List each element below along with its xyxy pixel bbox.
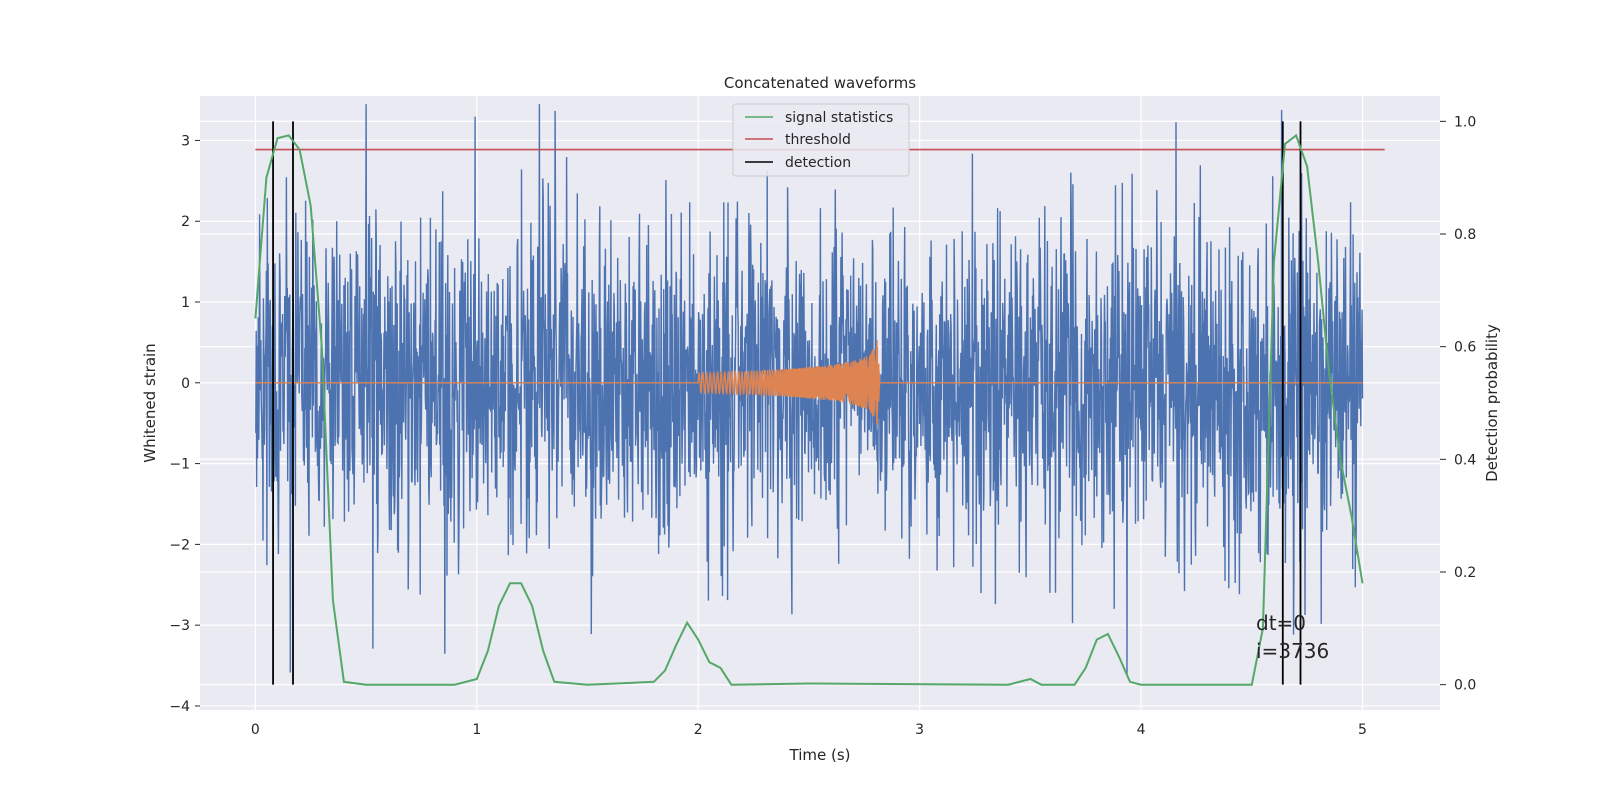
y-tick-label: 0: [181, 376, 190, 392]
y-tick-label: −1: [169, 457, 190, 473]
y-tick-label: 3: [181, 133, 190, 149]
y-right-tick-label: 0.4: [1454, 452, 1476, 468]
y-tick-label: −3: [169, 618, 190, 634]
x-tick-label: 1: [472, 722, 481, 738]
annotation-index: i=3736: [1256, 639, 1329, 663]
y-tick-label: −4: [169, 699, 190, 715]
y-tick-label: −2: [169, 537, 190, 553]
y-right-tick-label: 0.6: [1454, 340, 1476, 356]
y-right-tick-label: 0.8: [1454, 227, 1476, 243]
legend-label-detection: detection: [785, 155, 851, 171]
x-tick-label: 0: [251, 722, 260, 738]
legend-label-threshold: threshold: [785, 132, 851, 148]
legend-box: [732, 103, 910, 177]
y-right-tick-label: 0.0: [1454, 678, 1476, 694]
x-tick-label: 4: [1137, 722, 1146, 738]
legend: signal statistics threshold detection: [732, 103, 910, 177]
signal-statistics-line: [254, 133, 1364, 686]
y-right-tick-label: 0.2: [1454, 565, 1476, 581]
annotation-dt: dt=0: [1256, 611, 1306, 635]
y-right-tick-label: 1.0: [1454, 114, 1476, 130]
noise-line: [254, 104, 1364, 676]
x-tick-label: 2: [694, 722, 703, 738]
chart-title: Concatenated waveforms: [724, 74, 916, 92]
y-axis-label: Whitened strain: [141, 343, 159, 462]
waveform-series: [255, 339, 1363, 425]
y-axis-right-label: Detection probability: [1483, 324, 1501, 482]
y-tick-label: 2: [181, 214, 190, 230]
tick-labels: 0 1 2 3 4 5 −4 −3 −2 −1 0 1 2 3 0.0 0.2 0.4 0.6 0.8 1.0: [169, 114, 1476, 738]
noise-series: [254, 104, 1364, 676]
detection-lines: [272, 121, 1302, 685]
x-tick-label: 5: [1358, 722, 1367, 738]
y-tick-label: 1: [181, 295, 190, 311]
legend-label-signal-statistics: signal statistics: [785, 110, 893, 126]
waveform-line: [255, 339, 1363, 425]
x-axis-label: Time (s): [789, 746, 851, 764]
x-tick-label: 3: [915, 722, 924, 738]
signal-statistics-series: [254, 133, 1364, 686]
